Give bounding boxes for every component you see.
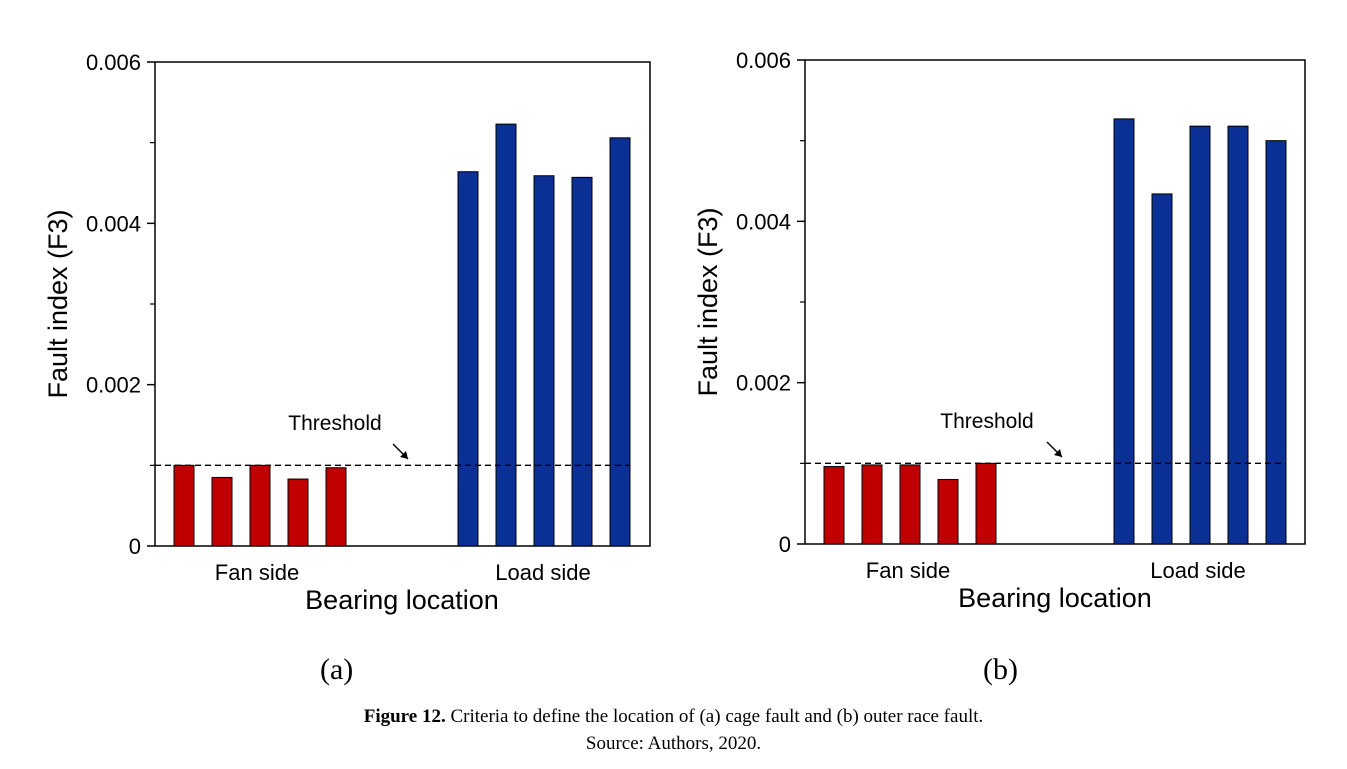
panel-label-b: (b): [983, 653, 1018, 686]
panel-a-bar: [325, 467, 347, 547]
panel-b-ytick-label: 0.002: [736, 371, 791, 396]
panel-a-bar: [533, 175, 555, 547]
figure-caption: Figure 12. Criteria to define the locati…: [0, 706, 1347, 728]
panel-a-bar: [571, 176, 593, 547]
panel-b-bar: [1227, 125, 1249, 545]
panel-b-ytick-label: 0.006: [736, 48, 791, 73]
panel-b-threshold-arrowhead: [1054, 449, 1062, 457]
panel-a-ytick-label: 0: [129, 534, 141, 559]
panel-b-bar: [899, 464, 921, 545]
panel-a-ytick-label: 0.004: [86, 211, 141, 236]
panel-b-bar: [1265, 140, 1287, 545]
caption-text: Criteria to define the location of (a) c…: [445, 706, 984, 727]
panel-b-bar: [1151, 193, 1173, 545]
panel-a-y-axis-label: Fault index (F3): [43, 209, 73, 398]
panel-a-threshold-label: Threshold: [288, 412, 381, 435]
panel-a-ytick-label: 0.002: [86, 373, 141, 398]
panel-b-bar: [861, 464, 883, 545]
panel-label-a: (a): [320, 653, 354, 686]
panel-b-bar: [975, 462, 997, 545]
panel-a-bar: [211, 476, 233, 547]
panel-a-bar: [173, 464, 195, 547]
panel-a-bar: [457, 171, 479, 547]
panel-b-x-axis-label: Bearing location: [958, 583, 1152, 613]
panel-a-bar: [287, 478, 309, 547]
panel-b-bar: [1113, 118, 1135, 545]
panel-a-threshold-arrowhead: [400, 451, 408, 459]
panel-a-group-label: Load side: [495, 560, 590, 585]
caption-figure-number: Figure 12.: [363, 706, 446, 727]
panel-b-bar: [1189, 125, 1211, 545]
panel-a-group-label: Fan side: [215, 560, 299, 585]
panel-b-group-label: Load side: [1150, 558, 1245, 583]
panel-a-bar: [609, 137, 631, 547]
panel-a-ytick-label: 0.006: [86, 50, 141, 75]
panel-a-x-axis-label: Bearing location: [305, 585, 499, 615]
panel-b-group-label: Fan side: [866, 558, 950, 583]
panel-b-threshold-label: Threshold: [940, 410, 1033, 433]
panel-b-bar: [823, 466, 845, 545]
panel-a-bar: [249, 464, 271, 547]
panel-b-y-axis-label: Fault index (F3): [693, 207, 723, 396]
panel-b-ytick-label: 0.004: [736, 209, 791, 234]
panel-b-ytick-label: 0: [779, 532, 791, 557]
figure-source: Source: Authors, 2020.: [585, 733, 762, 754]
panel-a-bar: [495, 123, 517, 547]
panel-b-bar: [937, 478, 959, 545]
